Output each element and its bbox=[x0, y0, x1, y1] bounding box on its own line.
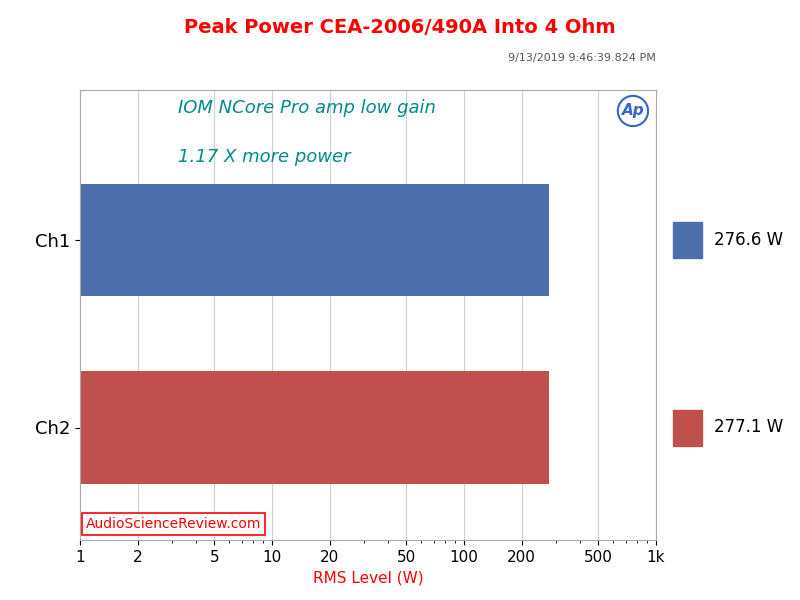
Bar bbox=[80, 184, 549, 296]
FancyBboxPatch shape bbox=[674, 409, 702, 445]
FancyBboxPatch shape bbox=[674, 222, 702, 258]
Text: 277.1 W: 277.1 W bbox=[714, 419, 783, 437]
Text: Ap: Ap bbox=[622, 103, 644, 118]
Text: 1.17 X more power: 1.17 X more power bbox=[178, 148, 350, 166]
Text: Peak Power CEA-2006/490A Into 4 Ohm: Peak Power CEA-2006/490A Into 4 Ohm bbox=[184, 18, 616, 37]
Text: 9/13/2019 9:46:39.824 PM: 9/13/2019 9:46:39.824 PM bbox=[508, 53, 656, 63]
Text: IOM NCore Pro amp low gain: IOM NCore Pro amp low gain bbox=[178, 99, 436, 117]
X-axis label: RMS Level (W): RMS Level (W) bbox=[313, 570, 423, 585]
Text: AudioScienceReview.com: AudioScienceReview.com bbox=[86, 517, 261, 531]
Text: 276.6 W: 276.6 W bbox=[714, 231, 782, 249]
Bar bbox=[80, 371, 550, 484]
